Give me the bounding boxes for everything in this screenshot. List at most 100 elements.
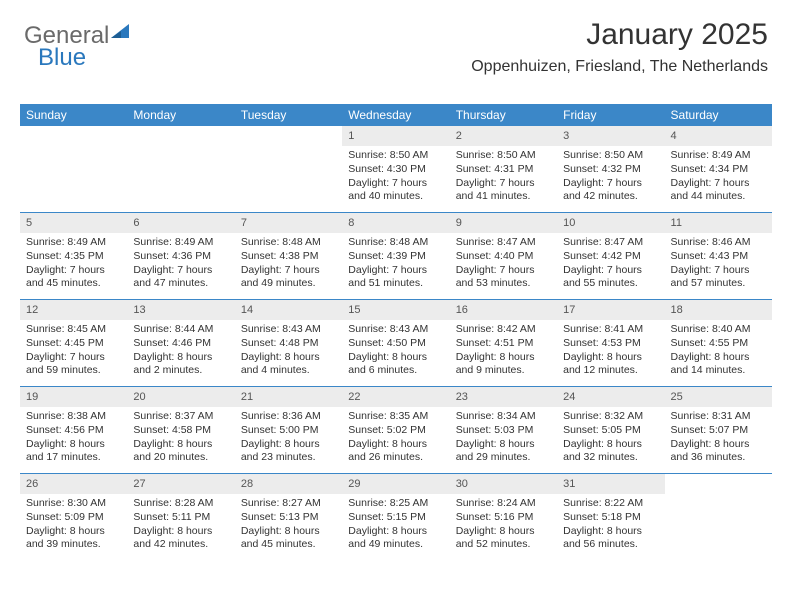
sunrise-text: Sunrise: 8:48 AM — [348, 236, 443, 250]
day-details: Sunrise: 8:32 AMSunset: 5:05 PMDaylight:… — [557, 407, 664, 469]
calendar-day-cell — [20, 126, 127, 212]
daylight-text: and 44 minutes. — [671, 190, 766, 204]
sunset-text: Sunset: 5:16 PM — [456, 511, 551, 525]
daylight-text: and 12 minutes. — [563, 364, 658, 378]
daylight-text: Daylight: 8 hours — [26, 525, 121, 539]
daylight-text: Daylight: 8 hours — [671, 438, 766, 452]
daylight-text: and 42 minutes. — [563, 190, 658, 204]
sunrise-text: Sunrise: 8:43 AM — [241, 323, 336, 337]
day-number: 15 — [342, 300, 449, 320]
sunrise-text: Sunrise: 8:35 AM — [348, 410, 443, 424]
daylight-text: Daylight: 7 hours — [26, 351, 121, 365]
sunrise-text: Sunrise: 8:43 AM — [348, 323, 443, 337]
day-number: 27 — [127, 474, 234, 494]
daylight-text: Daylight: 8 hours — [133, 525, 228, 539]
day-details: Sunrise: 8:40 AMSunset: 4:55 PMDaylight:… — [665, 320, 772, 382]
day-details: Sunrise: 8:45 AMSunset: 4:45 PMDaylight:… — [20, 320, 127, 382]
day-number: 20 — [127, 387, 234, 407]
sunrise-text: Sunrise: 8:48 AM — [241, 236, 336, 250]
daylight-text: and 26 minutes. — [348, 451, 443, 465]
daylight-text: and 23 minutes. — [241, 451, 336, 465]
daylight-text: and 55 minutes. — [563, 277, 658, 291]
sunset-text: Sunset: 4:39 PM — [348, 250, 443, 264]
day-details: Sunrise: 8:24 AMSunset: 5:16 PMDaylight:… — [450, 494, 557, 556]
weekday-header: Monday — [127, 104, 234, 126]
day-details: Sunrise: 8:48 AMSunset: 4:38 PMDaylight:… — [235, 233, 342, 295]
day-number: 29 — [342, 474, 449, 494]
daylight-text: Daylight: 8 hours — [348, 438, 443, 452]
weekday-header: Sunday — [20, 104, 127, 126]
sunrise-text: Sunrise: 8:27 AM — [241, 497, 336, 511]
day-details: Sunrise: 8:37 AMSunset: 4:58 PMDaylight:… — [127, 407, 234, 469]
sunset-text: Sunset: 4:51 PM — [456, 337, 551, 351]
daylight-text: and 40 minutes. — [348, 190, 443, 204]
day-number: 5 — [20, 213, 127, 233]
sunrise-text: Sunrise: 8:42 AM — [456, 323, 551, 337]
day-details: Sunrise: 8:50 AMSunset: 4:32 PMDaylight:… — [557, 146, 664, 208]
daylight-text: and 53 minutes. — [456, 277, 551, 291]
daylight-text: and 49 minutes. — [348, 538, 443, 552]
calendar-day-cell: 9Sunrise: 8:47 AMSunset: 4:40 PMDaylight… — [450, 213, 557, 299]
sunrise-text: Sunrise: 8:41 AM — [563, 323, 658, 337]
day-details: Sunrise: 8:48 AMSunset: 4:39 PMDaylight:… — [342, 233, 449, 295]
daylight-text: and 57 minutes. — [671, 277, 766, 291]
day-number: 17 — [557, 300, 664, 320]
daylight-text: Daylight: 7 hours — [671, 177, 766, 191]
day-number: 13 — [127, 300, 234, 320]
day-number: 7 — [235, 213, 342, 233]
day-number: 11 — [665, 213, 772, 233]
sunset-text: Sunset: 5:18 PM — [563, 511, 658, 525]
calendar-week-row: 19Sunrise: 8:38 AMSunset: 4:56 PMDayligh… — [20, 386, 772, 473]
daylight-text: Daylight: 7 hours — [563, 264, 658, 278]
day-details: Sunrise: 8:50 AMSunset: 4:31 PMDaylight:… — [450, 146, 557, 208]
sunset-text: Sunset: 4:32 PM — [563, 163, 658, 177]
daylight-text: Daylight: 7 hours — [133, 264, 228, 278]
sunset-text: Sunset: 4:48 PM — [241, 337, 336, 351]
day-details: Sunrise: 8:47 AMSunset: 4:40 PMDaylight:… — [450, 233, 557, 295]
calendar-day-cell: 23Sunrise: 8:34 AMSunset: 5:03 PMDayligh… — [450, 387, 557, 473]
sunset-text: Sunset: 4:55 PM — [671, 337, 766, 351]
sunrise-text: Sunrise: 8:25 AM — [348, 497, 443, 511]
sunrise-text: Sunrise: 8:31 AM — [671, 410, 766, 424]
calendar-day-cell: 28Sunrise: 8:27 AMSunset: 5:13 PMDayligh… — [235, 474, 342, 560]
day-number: 30 — [450, 474, 557, 494]
daylight-text: Daylight: 7 hours — [456, 177, 551, 191]
sunset-text: Sunset: 5:05 PM — [563, 424, 658, 438]
day-details: Sunrise: 8:34 AMSunset: 5:03 PMDaylight:… — [450, 407, 557, 469]
sunrise-text: Sunrise: 8:49 AM — [133, 236, 228, 250]
logo-sail-icon — [111, 19, 133, 47]
day-details: Sunrise: 8:35 AMSunset: 5:02 PMDaylight:… — [342, 407, 449, 469]
day-details: Sunrise: 8:36 AMSunset: 5:00 PMDaylight:… — [235, 407, 342, 469]
day-details: Sunrise: 8:41 AMSunset: 4:53 PMDaylight:… — [557, 320, 664, 382]
day-number: 9 — [450, 213, 557, 233]
day-number: 19 — [20, 387, 127, 407]
daylight-text: Daylight: 7 hours — [671, 264, 766, 278]
calendar-week-row: 1Sunrise: 8:50 AMSunset: 4:30 PMDaylight… — [20, 126, 772, 212]
daylight-text: Daylight: 8 hours — [671, 351, 766, 365]
sunset-text: Sunset: 5:13 PM — [241, 511, 336, 525]
sunrise-text: Sunrise: 8:36 AM — [241, 410, 336, 424]
sunset-text: Sunset: 4:42 PM — [563, 250, 658, 264]
day-details: Sunrise: 8:49 AMSunset: 4:34 PMDaylight:… — [665, 146, 772, 208]
day-number: 22 — [342, 387, 449, 407]
sunrise-text: Sunrise: 8:28 AM — [133, 497, 228, 511]
day-details: Sunrise: 8:43 AMSunset: 4:50 PMDaylight:… — [342, 320, 449, 382]
daylight-text: and 20 minutes. — [133, 451, 228, 465]
day-details: Sunrise: 8:28 AMSunset: 5:11 PMDaylight:… — [127, 494, 234, 556]
day-number: 26 — [20, 474, 127, 494]
daylight-text: Daylight: 8 hours — [456, 525, 551, 539]
calendar-grid: Sunday Monday Tuesday Wednesday Thursday… — [20, 104, 772, 560]
calendar-day-cell: 12Sunrise: 8:45 AMSunset: 4:45 PMDayligh… — [20, 300, 127, 386]
daylight-text: and 45 minutes. — [241, 538, 336, 552]
day-details: Sunrise: 8:44 AMSunset: 4:46 PMDaylight:… — [127, 320, 234, 382]
day-number: 16 — [450, 300, 557, 320]
weekday-header: Thursday — [450, 104, 557, 126]
calendar-day-cell: 13Sunrise: 8:44 AMSunset: 4:46 PMDayligh… — [127, 300, 234, 386]
sunrise-text: Sunrise: 8:24 AM — [456, 497, 551, 511]
daylight-text: Daylight: 8 hours — [456, 438, 551, 452]
day-details: Sunrise: 8:30 AMSunset: 5:09 PMDaylight:… — [20, 494, 127, 556]
sunset-text: Sunset: 4:56 PM — [26, 424, 121, 438]
sunset-text: Sunset: 5:15 PM — [348, 511, 443, 525]
sunrise-text: Sunrise: 8:50 AM — [456, 149, 551, 163]
daylight-text: Daylight: 7 hours — [348, 177, 443, 191]
